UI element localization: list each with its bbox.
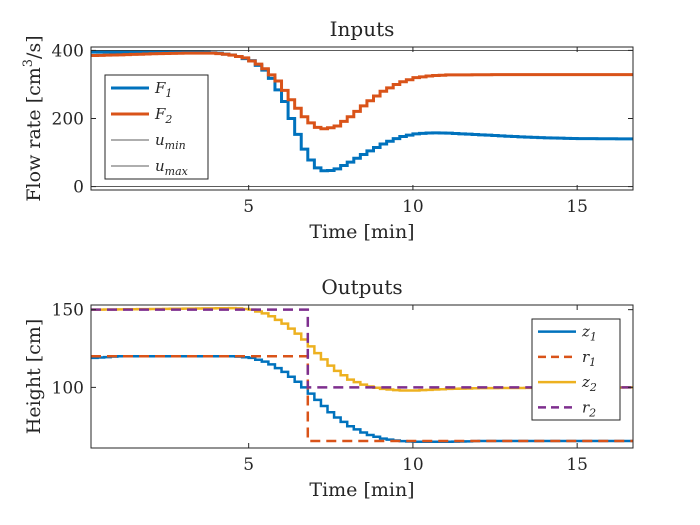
- legend-label-umin: umin: [155, 131, 186, 152]
- x-tick-label: 15: [566, 197, 588, 217]
- series-line-r1: [91, 355, 633, 443]
- legend-label-r1: r1: [582, 348, 596, 369]
- chart-panel-1: 5 10 15 0 200 400 Inputs Time [min] Flow rate [c…: [21, 17, 634, 243]
- x-tick-label: 15: [566, 455, 588, 475]
- x-axis-label: Time [min]: [309, 479, 414, 501]
- chart-title: Outputs: [321, 275, 402, 299]
- legend-box: [104, 74, 209, 180]
- y-tick-label: 400: [52, 41, 84, 61]
- legend-label-F2: F2: [154, 105, 172, 126]
- legend: z1 r1 z2 r2: [531, 318, 621, 421]
- x-tick-label: 5: [243, 455, 254, 475]
- legend-label-z2: z2: [581, 373, 597, 394]
- y-tick-label: 200: [52, 110, 84, 130]
- x-tick-label: 10: [402, 197, 424, 217]
- y-axis-label: Height [cm]: [23, 319, 45, 434]
- legend-label-F1: F1: [154, 79, 172, 100]
- y-axis-label: Flow rate [cm3/s]: [21, 35, 45, 201]
- legend-label-z1: z1: [581, 323, 597, 344]
- x-tick-label: 10: [402, 455, 424, 475]
- legend-box: [531, 318, 621, 421]
- legend: F1 F2 umin umax: [104, 74, 209, 180]
- y-tick-label: 0: [73, 178, 84, 198]
- chart-panel-2: 5 10 15 100 150 Outputs Time [min] Height [cm] z…: [23, 275, 634, 501]
- series-line-F2: [91, 51, 633, 131]
- y-tick-label: 150: [52, 301, 84, 321]
- chart-title: Inputs: [330, 17, 395, 41]
- legend-label-r2: r2: [582, 398, 596, 419]
- series-line-r2: [91, 308, 633, 389]
- x-axis-label: Time [min]: [309, 221, 414, 243]
- legend-label-umax: umax: [155, 157, 189, 178]
- x-tick-label: 5: [243, 197, 254, 217]
- y-tick-label: 100: [52, 378, 84, 398]
- plot-lines: [91, 50, 633, 187]
- axes-frame: [90, 304, 634, 449]
